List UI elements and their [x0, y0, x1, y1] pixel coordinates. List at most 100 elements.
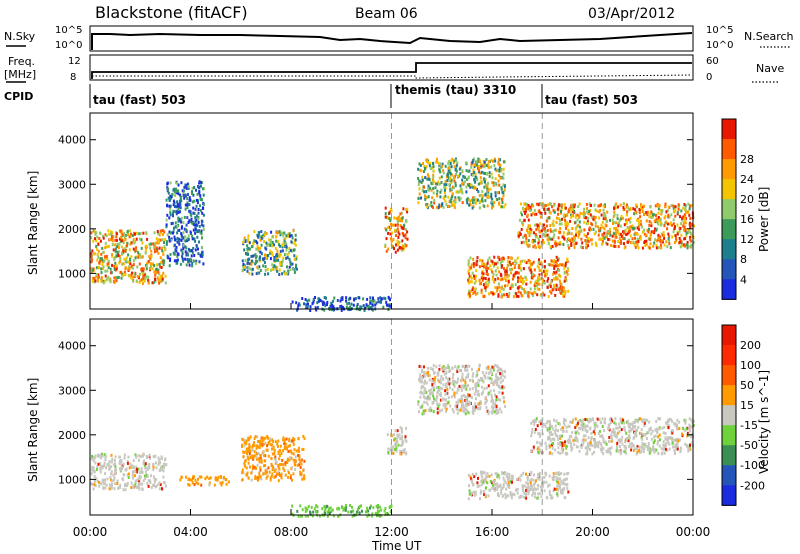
power-echo-cell	[478, 160, 481, 164]
velocity-echo-cell	[421, 412, 424, 416]
velocity-echo-cell	[423, 391, 426, 395]
power-echo-cell	[538, 287, 541, 291]
velocity-echo-cell	[537, 474, 540, 478]
velocity-echo-cell	[243, 444, 246, 448]
power-echo-cell	[507, 274, 510, 278]
power-echo-cell	[567, 222, 570, 226]
power-echo-cell	[555, 270, 558, 274]
power-echo-cell	[444, 186, 447, 190]
power-echo-cell	[574, 215, 577, 219]
velocity-echo-cell	[511, 475, 514, 478]
velocity-echo-cell	[276, 442, 279, 446]
power-echo-cell	[567, 289, 570, 293]
power-echo-cell	[577, 235, 580, 239]
velocity-echo-cell	[467, 473, 470, 477]
power-echo-cell	[487, 165, 490, 169]
power-echo-cell	[142, 269, 145, 273]
velocity-echo-cell	[267, 440, 270, 444]
power-echo-cell	[174, 190, 176, 194]
power-echo-cell	[438, 182, 441, 186]
velocity-echo-cell	[110, 460, 113, 464]
velocity-echo-cell	[558, 486, 561, 490]
power-echo-cell	[593, 218, 596, 222]
power-echo-cell	[550, 291, 553, 295]
power-echo-cell	[555, 255, 558, 259]
power-echo-cell	[106, 269, 109, 273]
velocity-echo-cell	[525, 492, 527, 496]
velocity-echo-cell	[463, 384, 466, 388]
velocity-echo-cell	[158, 487, 161, 491]
power-echo-cell	[152, 280, 155, 284]
power-echo-cell	[479, 199, 482, 203]
power-echo-cell	[266, 267, 269, 271]
power-echo-cell	[200, 181, 203, 185]
power-echo-cell	[168, 216, 171, 220]
power-echo-cell	[169, 253, 172, 257]
velocity-echo-cell	[475, 472, 478, 476]
power-echo-cell	[631, 224, 634, 228]
power-echo-cell	[498, 183, 501, 187]
power-echo-cell	[521, 221, 524, 225]
velocity-echo-cell	[496, 376, 499, 380]
power-echo-cell	[167, 191, 170, 195]
power-echo-cell	[424, 197, 427, 201]
power-echo-cell	[197, 208, 200, 211]
power-echo-cell	[119, 229, 122, 233]
power-echo-cell	[594, 216, 597, 219]
power-echo-cell	[142, 274, 145, 278]
power-echo-cell	[584, 212, 586, 216]
power-echo-cell	[520, 202, 522, 206]
velocity-echo-cell	[486, 481, 489, 485]
velocity-echo-cell	[124, 468, 127, 472]
velocity-echo-cell	[567, 438, 570, 442]
power-echo-cell	[309, 309, 312, 312]
power-echo-cell	[553, 228, 556, 232]
velocity-echo-cell	[474, 490, 477, 494]
power-echo-cell	[567, 244, 570, 247]
power-echo-cell	[275, 259, 278, 263]
velocity-echo-cell	[263, 464, 265, 468]
velocity-echo-cell	[261, 439, 264, 443]
power-echo-cell	[538, 209, 541, 213]
power-echo-cell	[426, 203, 428, 207]
power-echo-cell	[431, 178, 434, 182]
velocity-echo-cell	[504, 405, 507, 408]
power-echo-cell	[258, 256, 261, 260]
power-echo-cell	[100, 252, 103, 256]
power-echo-cell	[484, 199, 487, 203]
velocity-echo-cell	[567, 471, 570, 475]
power-echo-cell	[309, 305, 312, 309]
power-echo-cell	[390, 239, 393, 243]
power-echo-cell	[625, 213, 628, 217]
power-echo-cell	[369, 296, 372, 300]
power-echo-cell	[491, 203, 494, 207]
velocity-echo-cell	[625, 420, 628, 424]
velocity-echo-cell	[534, 479, 537, 483]
velocity-echo-cell	[426, 373, 429, 377]
velocity-echo-cell	[439, 378, 442, 382]
power-echo-cell	[608, 227, 611, 231]
velocity-echo-cell	[552, 478, 555, 481]
velocity-echo-cell	[499, 372, 502, 376]
power-echo-cell	[295, 263, 297, 267]
velocity-echo-cell	[399, 449, 402, 453]
power-echo-cell	[645, 242, 648, 246]
power-echo-cell	[533, 287, 536, 291]
power-echo-cell	[676, 232, 679, 236]
power-echo-cell	[323, 308, 326, 312]
power-echo-cell	[536, 293, 539, 297]
velocity-echo-cell	[563, 423, 566, 427]
power-echo-cell	[201, 211, 204, 215]
velocity-echo-cell	[534, 481, 537, 485]
velocity-echo-cell	[555, 475, 558, 479]
power-echo-cell	[536, 279, 539, 283]
velocity-echo-cell	[264, 464, 267, 467]
velocity-echo-cell	[461, 376, 464, 380]
power-echo-cell	[134, 273, 137, 277]
velocity-echo-cell	[531, 431, 533, 435]
velocity-echo-cell	[585, 452, 588, 456]
power-echo-cell	[202, 202, 205, 206]
power-echo-cell	[598, 229, 601, 233]
velocity-echo-cell	[164, 484, 167, 488]
power-echo-cell	[604, 223, 607, 227]
